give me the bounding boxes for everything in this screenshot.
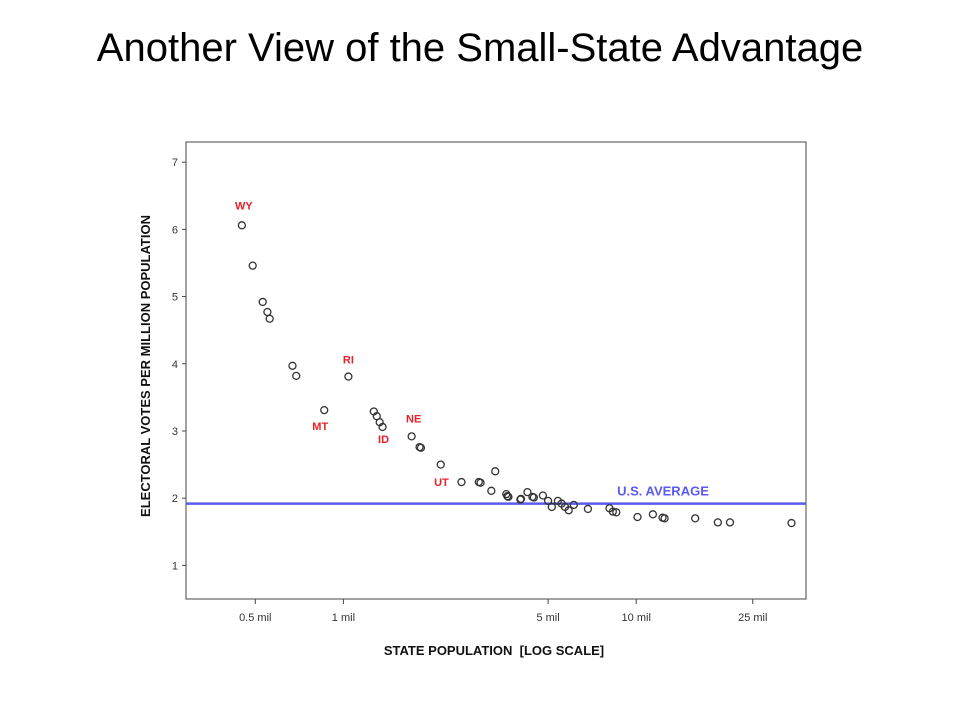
y-tick-label: 1	[172, 560, 178, 572]
data-point	[612, 508, 621, 517]
data-point	[543, 496, 553, 506]
data-point	[564, 506, 573, 515]
data-point	[491, 467, 500, 476]
point-label-wy: WY	[235, 200, 253, 212]
data-point	[660, 514, 669, 523]
x-tick-label: 1 mil	[332, 612, 355, 624]
data-point	[569, 500, 578, 510]
data-point	[292, 371, 301, 381]
data-point	[504, 492, 513, 501]
data-point	[547, 502, 556, 512]
slide-title: Another View of the Small-State Advantag…	[96, 26, 864, 70]
data-point	[583, 504, 593, 514]
data-point	[320, 406, 329, 415]
data-point	[476, 478, 485, 487]
us-average-label: U.S. AVERAGE	[617, 484, 709, 499]
data-point	[529, 493, 538, 502]
y-tick-label: 4	[172, 359, 178, 371]
x-axis-title: STATE POPULATION [LOG SCALE]	[384, 643, 604, 658]
point-label-mt: MT	[312, 421, 328, 433]
data-point	[248, 261, 257, 270]
data-point	[648, 510, 658, 519]
x-tick-label: 10 mil	[622, 612, 651, 624]
y-tick-label: 5	[172, 292, 178, 304]
data-point	[608, 507, 617, 516]
data-point	[258, 297, 267, 307]
data-point	[344, 372, 353, 381]
y-tick-label: 6	[172, 224, 178, 236]
data-point	[237, 221, 247, 230]
data-point	[265, 314, 274, 323]
plot-area	[185, 141, 807, 600]
data-point	[416, 443, 426, 452]
y-tick-label: 2	[172, 493, 178, 505]
point-label-ne: NE	[406, 413, 421, 425]
data-point	[516, 494, 526, 504]
data-point	[691, 514, 700, 523]
point-label-ri: RI	[343, 355, 354, 367]
data-points	[237, 221, 796, 528]
y-axis-title: ELECTORAL VOTES PER MILLION POPULATION	[138, 215, 153, 517]
data-point	[713, 518, 723, 527]
data-point	[633, 512, 642, 522]
point-label-id: ID	[378, 434, 389, 446]
data-point	[378, 422, 387, 432]
x-tick-label: 25 mil	[738, 612, 767, 624]
point-labels: WY MT RI ID NE UT	[235, 200, 449, 489]
x-axis: 0.5 mil 1 mil 5 mil 10 mil 25 mil	[239, 599, 767, 624]
data-point	[538, 491, 548, 500]
x-tick-label: 5 mil	[536, 612, 559, 624]
point-label-ut: UT	[434, 477, 449, 489]
data-point	[288, 361, 297, 370]
x-tick-label: 0.5 mil	[239, 612, 271, 624]
data-point	[407, 432, 416, 441]
y-tick-label: 3	[172, 426, 178, 438]
y-axis: 1 2 3 4 5 6 7	[172, 157, 186, 572]
data-point	[725, 518, 735, 527]
data-point	[787, 518, 796, 528]
data-point	[487, 486, 496, 495]
data-point	[523, 487, 532, 497]
data-point	[457, 477, 466, 487]
y-tick-label: 7	[172, 157, 178, 169]
data-point	[436, 460, 445, 469]
